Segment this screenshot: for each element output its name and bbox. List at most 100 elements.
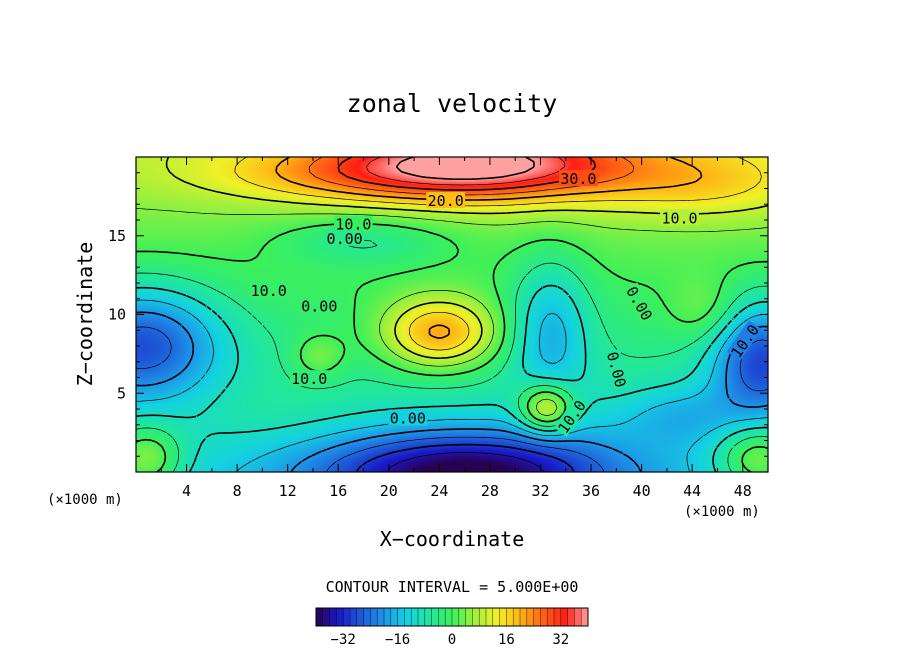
colorbar-swatch: [343, 608, 351, 626]
colorbar-tick-label: 32: [552, 632, 569, 648]
colorbar-swatch: [350, 608, 358, 626]
colorbar-swatch: [370, 608, 378, 626]
x-tick-label: 8: [233, 482, 242, 500]
contour-label-bg: [604, 348, 631, 391]
x-tick-label: 20: [380, 482, 398, 500]
contour-interval-text: CONTOUR INTERVAL = 5.000E+00: [326, 578, 579, 596]
colorbar-swatch: [581, 608, 589, 626]
colorbar-swatch: [547, 608, 555, 626]
colorbar-swatch: [479, 608, 487, 626]
contour-pos40: [395, 156, 535, 180]
colorbar-swatch: [411, 608, 419, 626]
colorbar-swatch: [397, 608, 405, 626]
x-axis-title: X−coordinate: [380, 527, 525, 551]
colorbar-swatch: [499, 608, 507, 626]
colorbar-swatch: [329, 608, 337, 626]
contour-pos30: [337, 156, 597, 191]
colorbar-swatch: [418, 608, 426, 626]
contour-lines: [135, 156, 769, 473]
contour-label-bg: [660, 209, 699, 226]
x-tick-label: 12: [279, 482, 297, 500]
y-tick-label: 5: [117, 384, 126, 402]
colorbar-swatch: [513, 608, 521, 626]
contour-label: 0.00: [325, 229, 364, 248]
x-tick-label: 24: [430, 482, 448, 500]
colorbar-swatch: [526, 608, 535, 626]
colorbar-swatch: [356, 608, 365, 626]
colorbar-swatch: [540, 608, 548, 626]
colorbar-swatch: [492, 608, 501, 626]
colorbar-frame: [315, 607, 589, 627]
x-tick-label: 4: [182, 482, 191, 500]
contour-label: 20.0: [426, 192, 466, 210]
y-tick-label: 10: [108, 306, 126, 324]
contour-neg5: [135, 239, 769, 473]
colorbar: −32 −16 0 16 32: [315, 607, 589, 648]
colorbar-swatch: [384, 608, 392, 626]
x-tick-label: 16: [329, 482, 347, 500]
contour-label-bg: [325, 229, 364, 246]
colorbar-swatch: [390, 608, 399, 626]
contour-label: 10.0: [334, 215, 373, 234]
contour-label-bg: [559, 170, 598, 187]
x-tick-label: 36: [582, 482, 600, 500]
colorbar-swatch: [458, 608, 467, 626]
colorbar-swatch: [486, 608, 494, 626]
contour-label-text: 20.0: [428, 192, 464, 210]
contour-label-text: 0.00: [327, 230, 363, 248]
contour-label-text: 10.0: [661, 209, 697, 227]
colorbar-swatch: [452, 608, 460, 626]
colorbar-tick-label: 16: [498, 632, 515, 648]
colorbar-swatch: [560, 608, 569, 626]
colorbar-swatch: [363, 608, 371, 626]
y-tick-label: 15: [108, 227, 126, 245]
x-tick-label: 40: [633, 482, 651, 500]
contour-label-text: 30.0: [560, 170, 596, 188]
contour-label-bg: [726, 320, 763, 362]
x-tick-label: 48: [734, 482, 752, 500]
colorbar-swatch: [465, 608, 473, 626]
x-unit-label: (×1000 m): [684, 504, 760, 520]
contour-label-text: 0.00: [301, 298, 337, 316]
contour-label: 10.0: [660, 209, 699, 227]
contour-label-bg: [426, 192, 466, 209]
y-axis-title: Z−coordinate: [73, 242, 97, 387]
x-tick-label: 44: [683, 482, 701, 500]
colorbar-swatch: [438, 608, 446, 626]
contour-label: 0.00: [299, 297, 339, 316]
colorbar-swatch: [336, 608, 344, 626]
colorbar-swatch: [574, 608, 582, 626]
colorbar-swatch: [322, 608, 331, 626]
contour-pos10: [165, 156, 769, 359]
colorbar-swatch: [424, 608, 433, 626]
colorbar-swatch: [506, 608, 514, 626]
chart-title: zonal velocity: [347, 89, 558, 118]
contour-label-bg: [299, 297, 339, 314]
contour-label-bg: [553, 395, 589, 437]
colorbar-swatch: [533, 608, 541, 626]
colorbar-tick-label: 0: [448, 632, 456, 648]
contour-pos0: [135, 222, 769, 473]
colorbar-swatch: [316, 608, 324, 626]
contour-label-bg: [289, 370, 329, 387]
contour-label-bg: [623, 282, 657, 324]
contour-label-text: 10.0: [291, 370, 327, 388]
colorbar-swatch: [404, 608, 412, 626]
colorbar-tick-label: −16: [385, 632, 410, 648]
contour-label-text: 10.0: [335, 216, 371, 234]
contour-label: 10.0: [289, 370, 329, 388]
colorbar-swatch: [431, 608, 439, 626]
x-tick-label: 32: [531, 482, 549, 500]
x-tick-label: 28: [481, 482, 499, 500]
contour-neg10: [135, 284, 769, 473]
contour-label-text: 10.0: [251, 282, 287, 300]
contour-pos35: [365, 156, 565, 186]
colorbar-swatch: [377, 608, 385, 626]
colorbar-swatch: [554, 608, 562, 626]
contour-label: 30.0: [559, 170, 598, 188]
colorbar-swatch: [520, 608, 528, 626]
contour-label-bg: [249, 281, 289, 298]
contour-label: 0.00: [388, 409, 428, 427]
